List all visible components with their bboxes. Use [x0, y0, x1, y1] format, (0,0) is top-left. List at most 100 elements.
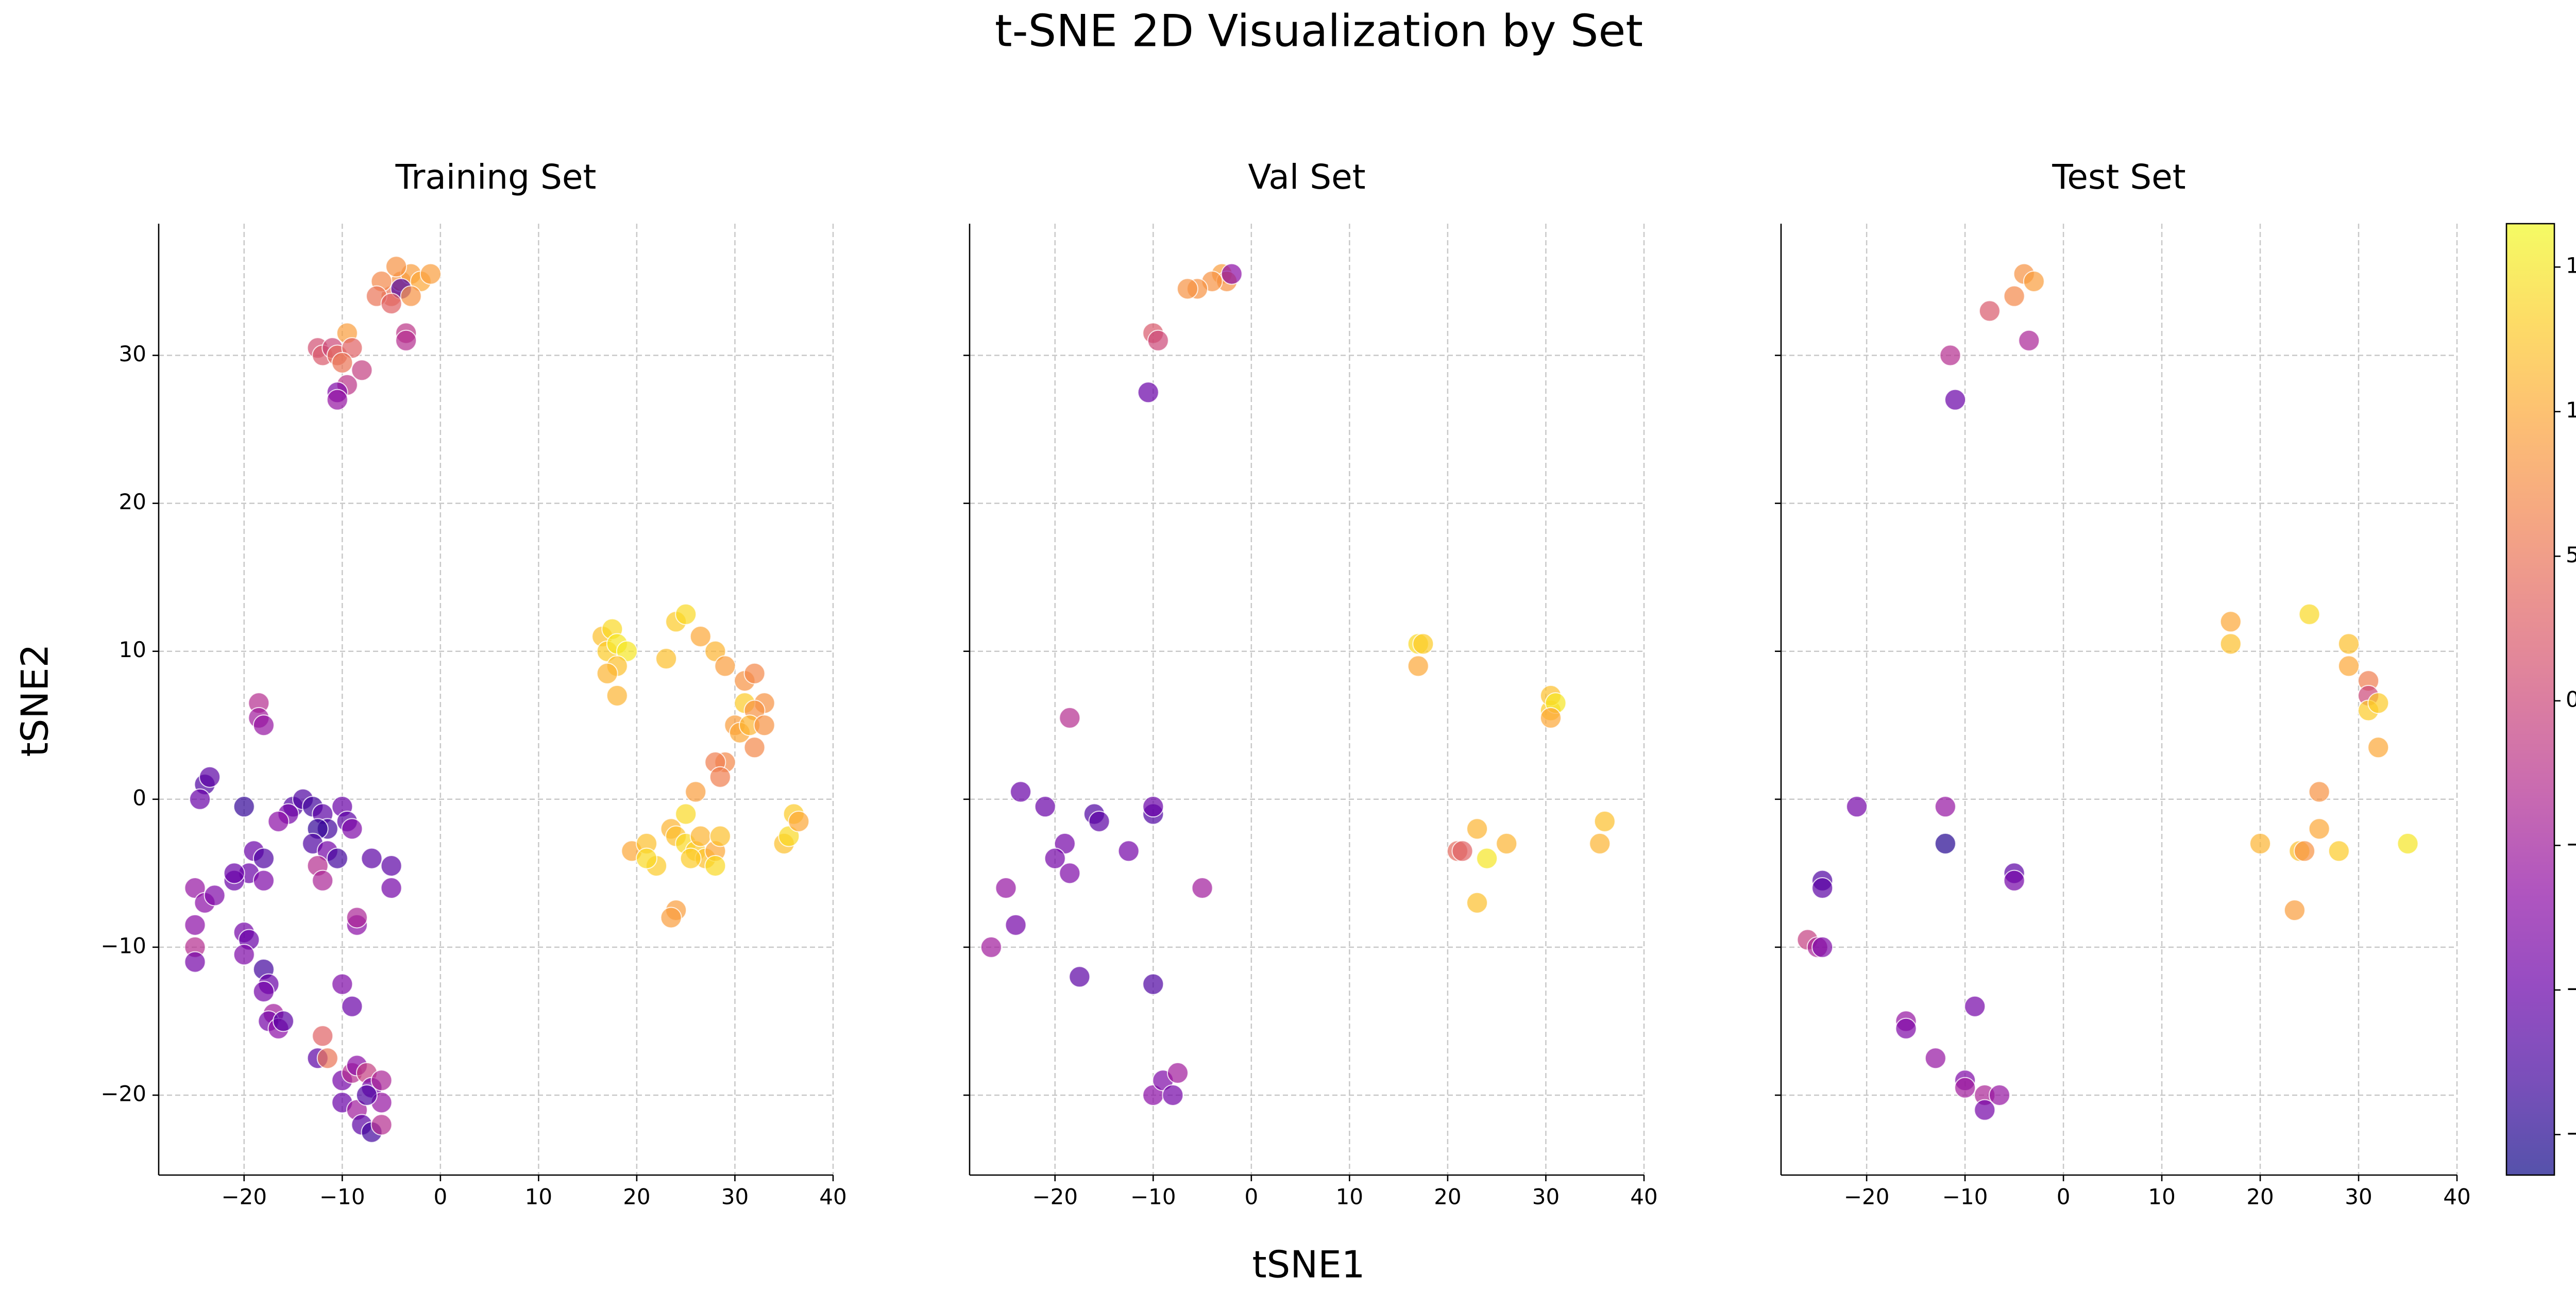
point: [1466, 818, 1488, 840]
point: [596, 662, 618, 684]
point: [1939, 344, 1961, 366]
point: [2367, 692, 2389, 714]
colorbar-tick-label: −10: [2566, 976, 2576, 1001]
point: [2308, 818, 2330, 840]
subplot-title: Val Set: [1248, 157, 1365, 197]
y-tick-label: 30: [119, 341, 146, 366]
point: [1895, 1017, 1917, 1040]
subplot-title: Test Set: [2052, 157, 2185, 197]
point: [1974, 1099, 1996, 1121]
x-tick-label: −10: [1942, 1184, 1988, 1210]
point: [233, 796, 255, 818]
point: [331, 351, 353, 374]
y-tick-label: 10: [119, 637, 146, 662]
point: [635, 847, 657, 869]
x-tick-label: 20: [1434, 1184, 1461, 1210]
point: [675, 803, 697, 825]
point: [2219, 633, 2242, 655]
point: [1034, 796, 1056, 818]
point: [2308, 781, 2330, 803]
point: [709, 825, 731, 847]
point: [1988, 1084, 2010, 1106]
point: [1451, 840, 1473, 862]
x-tick-label: 0: [1244, 1184, 1258, 1210]
point: [1589, 832, 1611, 854]
colorbar-tick-label: 0: [2566, 686, 2576, 712]
x-tick-label: 10: [1336, 1184, 1363, 1210]
x-tick-label: 40: [819, 1184, 846, 1210]
colorbar: [2505, 223, 2555, 1176]
point: [1010, 781, 1032, 803]
point: [714, 655, 736, 677]
point: [1539, 707, 1562, 729]
point: [1147, 329, 1169, 351]
point: [1846, 796, 1868, 818]
point: [995, 877, 1017, 899]
x-tick-label: −10: [1130, 1184, 1176, 1210]
point: [689, 625, 711, 647]
point: [2003, 285, 2025, 307]
y-tick-label: −20: [100, 1081, 146, 1106]
y-tick-label: 0: [132, 785, 146, 810]
point: [2337, 655, 2360, 677]
point: [1059, 862, 1081, 884]
point: [341, 995, 363, 1017]
point: [1924, 1047, 1946, 1069]
point: [685, 781, 707, 803]
x-tick-label: 10: [2148, 1184, 2175, 1210]
point: [341, 818, 363, 840]
x-tick-label: 0: [433, 1184, 447, 1210]
point: [370, 1069, 393, 1092]
point: [1166, 1062, 1189, 1084]
point: [1176, 278, 1198, 300]
point: [233, 944, 255, 966]
point: [704, 854, 726, 877]
point: [419, 263, 442, 285]
point: [2367, 736, 2389, 759]
colorbar-tick-label: −5: [2566, 831, 2576, 857]
x-tick-label: 10: [525, 1184, 552, 1210]
point: [2283, 899, 2306, 921]
point: [252, 869, 275, 892]
x-axis-label: tSNE1: [1252, 1243, 1365, 1286]
colorbar-tick-label: 10: [2566, 397, 2576, 423]
point: [326, 847, 348, 869]
point: [1934, 832, 1956, 854]
x-tick-label: 20: [623, 1184, 650, 1210]
point: [184, 951, 206, 973]
point: [675, 603, 697, 625]
point: [346, 907, 368, 929]
x-tick-label: 30: [721, 1184, 749, 1210]
point: [788, 810, 810, 832]
y-axis-label: tSNE2: [13, 644, 57, 757]
point: [204, 884, 226, 907]
point: [316, 1047, 338, 1069]
point: [252, 714, 275, 736]
x-tick-label: −10: [319, 1184, 365, 1210]
x-tick-label: −20: [1844, 1184, 1890, 1210]
point: [267, 810, 290, 832]
x-tick-label: −20: [221, 1184, 267, 1210]
point: [1142, 796, 1164, 818]
x-tick-label: 40: [1630, 1184, 1657, 1210]
point: [1005, 914, 1027, 936]
point: [2023, 270, 2045, 292]
point: [2397, 832, 2419, 854]
point: [189, 788, 211, 810]
point: [199, 766, 221, 788]
point: [272, 1010, 294, 1032]
x-tick-label: −20: [1032, 1184, 1078, 1210]
point: [2219, 611, 2242, 633]
point: [1811, 877, 1834, 899]
point: [2249, 832, 2272, 854]
point: [1944, 389, 1967, 411]
point: [1496, 832, 1518, 854]
subplot-title: Training Set: [395, 157, 597, 197]
point: [1466, 892, 1488, 914]
point: [1978, 300, 2001, 322]
point: [1088, 810, 1110, 832]
colorbar-tick-label: 5: [2566, 542, 2576, 567]
point: [1954, 1077, 1976, 1099]
point: [680, 847, 702, 869]
